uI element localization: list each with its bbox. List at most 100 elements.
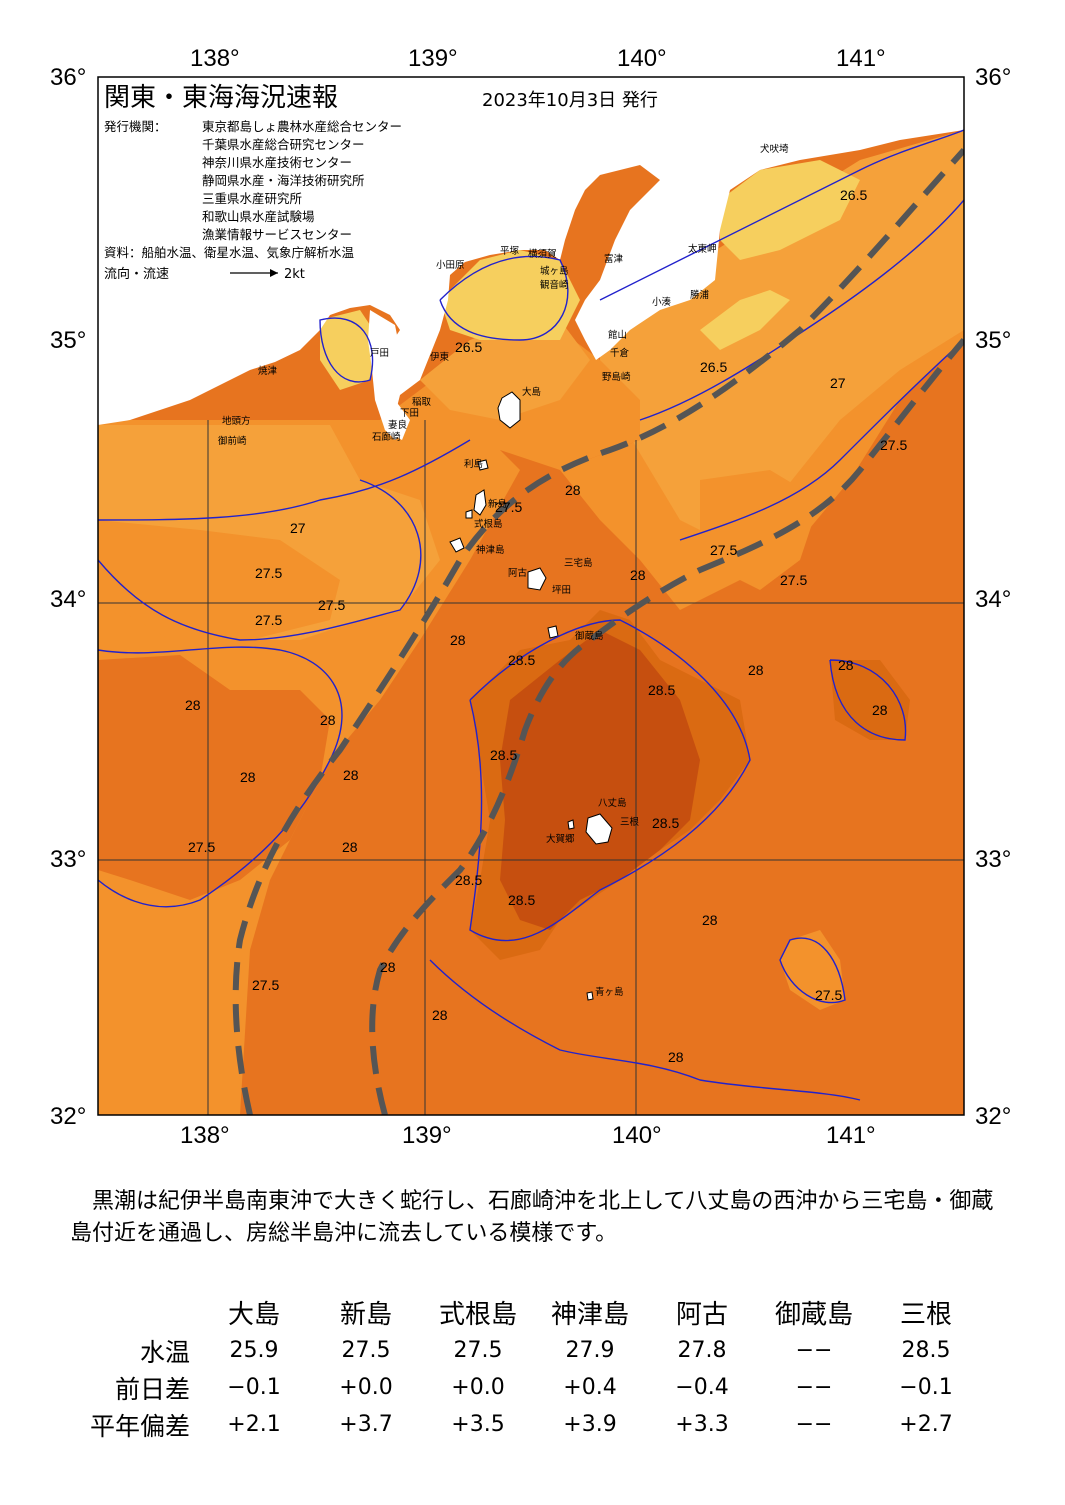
place-okago: 大賀郷 [546, 833, 575, 845]
place-shimoda: 下田 [400, 408, 419, 419]
place-oshima: 大島 [522, 386, 541, 398]
lon-label-140-bottom: 140° [612, 1122, 662, 1149]
flow-legend-label: 流向・流速 [104, 266, 169, 282]
place-name-layer: 大島 利島 新島 式根島 神津島 三宅島 阿古 坪田 御蔵島 八丈島 三根 大賀… [218, 143, 789, 998]
place-yokosuka: 横須賀 [528, 248, 557, 260]
place-inubosaki: 犬吠埼 [760, 143, 789, 155]
place-yaizu: 焼津 [258, 365, 278, 377]
contour-label: 28 [342, 839, 358, 855]
issuer-item: 漁業情報サービスセンター [202, 227, 352, 242]
contour-label: 28 [240, 769, 256, 785]
flow-scale-value: 2kt [284, 267, 305, 282]
place-hachijojima: 八丈島 [598, 797, 627, 809]
sea-28-5-patch-se [830, 660, 910, 740]
map-title: 関東・東海海況速報 [104, 83, 338, 113]
table-cell: 27.8 [677, 1338, 727, 1363]
lon-label-139-top: 139° [408, 45, 458, 72]
lat-label-34-left: 34° [50, 586, 86, 613]
table-cell: −0.1 [899, 1375, 953, 1400]
contour-label: 26.5 [700, 359, 727, 375]
contour-label: 28.5 [508, 892, 535, 908]
place-mikurajima: 御蔵島 [575, 630, 604, 642]
place-jogashima: 城ヶ島 [540, 265, 569, 277]
table-cell: +3.9 [563, 1412, 617, 1437]
island-aogashima [586, 991, 594, 1001]
lat-label-36-right: 36° [975, 64, 1011, 91]
contour-label: 28.5 [455, 872, 482, 888]
map-header: 関東・東海海況速報 2023年10月3日 発行 発行機関： 東京都島しょ農林水産… [104, 83, 658, 282]
sea-27-5-patch-se [780, 930, 845, 1010]
lat-label-32-left: 32° [50, 1103, 86, 1130]
kuroshio-axis [232, 147, 964, 1115]
lat-label-33-right: 33° [975, 846, 1011, 873]
place-ito: 伊東 [430, 351, 450, 363]
contour-label: 28 [748, 662, 764, 678]
lat-labels-right: 36° 35° 34° 33° 32° [975, 64, 1011, 1130]
sea-28-zone-west [98, 655, 330, 900]
contour-label: 28 [630, 567, 646, 583]
place-miyakejima: 三宅島 [564, 557, 593, 569]
table-cell: −− [795, 1412, 833, 1437]
table-cell: +3.3 [675, 1412, 729, 1437]
sea-temperature-map: 138° 139° 140° 141° 138° 139° 140° 141° … [50, 45, 1011, 1149]
contour-label: 28 [838, 657, 854, 673]
place-irozaki: 石廊崎 [372, 431, 401, 443]
island-oshima [497, 391, 521, 429]
contour-label: 28.5 [648, 682, 675, 698]
table-cell: −0.1 [227, 1375, 281, 1400]
lon-label-141-top: 141° [836, 45, 886, 72]
issuer-item: 千葉県水産総合研究センター [202, 137, 365, 152]
table-cell: 27.5 [341, 1338, 391, 1363]
contour-label: 28 [185, 697, 201, 713]
kuroshio-summary: 黒潮は紀伊半島南東沖で大きく蛇行し、石廊崎沖を北上して八丈島の西沖から三宅島・御… [70, 1186, 1000, 1250]
column-header: 大島 [227, 1299, 280, 1330]
lon-label-140-top: 140° [617, 45, 667, 72]
lat-label-33-left: 33° [50, 846, 86, 873]
column-header: 新島 [339, 1299, 392, 1330]
water-temperature-table: 大島 新島 式根島 神津島 阿古 御蔵島 三根 水温 25.9 27.5 27.… [62, 1292, 982, 1443]
contour-label: 28.5 [490, 747, 517, 763]
contour-label: 27.5 [880, 437, 907, 453]
contour-label: 28.5 [508, 652, 535, 668]
place-taitomisaki: 太東岬 [688, 243, 717, 255]
column-header: 御蔵島 [774, 1299, 853, 1330]
lat-label-32-right: 32° [975, 1103, 1011, 1130]
sea-26-5-kashima [720, 160, 860, 260]
place-tateyama: 館山 [608, 329, 627, 341]
lon-labels-top: 138° 139° 140° 141° [190, 45, 886, 72]
contour-label: 26.5 [455, 339, 482, 355]
lat-labels-left: 36° 35° 34° 33° 32° [50, 64, 86, 1130]
place-aogashima: 青ヶ島 [595, 986, 624, 998]
place-toshima: 利島 [464, 458, 483, 470]
contour-label: 26.5 [840, 187, 867, 203]
row-label: 前日差 [114, 1374, 190, 1404]
table-cell: 27.9 [565, 1338, 615, 1363]
table-cell: +3.7 [339, 1412, 393, 1437]
data-source: 資料：船舶水温、衛星水温、気象庁解析水温 [104, 245, 355, 260]
lon-label-139-bottom: 139° [402, 1122, 452, 1149]
map-body: 26.5 26.5 26.5 27 27 27.5 27.5 27.5 27.5… [98, 77, 964, 1115]
lon-labels-bottom: 138° 139° 140° 141° [180, 1122, 876, 1149]
place-kozushima: 神津島 [476, 544, 505, 556]
place-ako: 阿古 [508, 567, 528, 579]
place-jitogata: 地頭方 [222, 415, 251, 427]
table-cell: +2.7 [899, 1412, 953, 1437]
issue-date: 2023年10月3日 発行 [482, 90, 658, 111]
lon-label-138-bottom: 138° [180, 1122, 230, 1149]
place-kominato: 小湊 [652, 296, 672, 308]
column-header: 阿古 [675, 1299, 728, 1330]
isotherm-contours [98, 129, 964, 1101]
land-honshu [98, 77, 964, 440]
issuer-item: 静岡県水産・海洋技術研究所 [202, 173, 365, 188]
column-header: 神津島 [550, 1299, 629, 1330]
place-shikinejima: 式根島 [474, 518, 503, 530]
contour-label: 27.5 [815, 987, 842, 1003]
place-odawara: 小田原 [436, 260, 465, 271]
issuer-item: 東京都島しょ農林水産総合センター [202, 119, 402, 134]
contour-label: 28 [380, 959, 396, 975]
contour-label-layer: 26.5 26.5 26.5 27 27 27.5 27.5 27.5 27.5… [185, 187, 907, 1065]
issuer-item: 和歌山県水産試験場 [202, 209, 315, 224]
sea-28-5-core [500, 630, 700, 930]
place-niijima: 新島 [488, 498, 507, 510]
place-nojimazaki: 野島崎 [602, 371, 631, 383]
